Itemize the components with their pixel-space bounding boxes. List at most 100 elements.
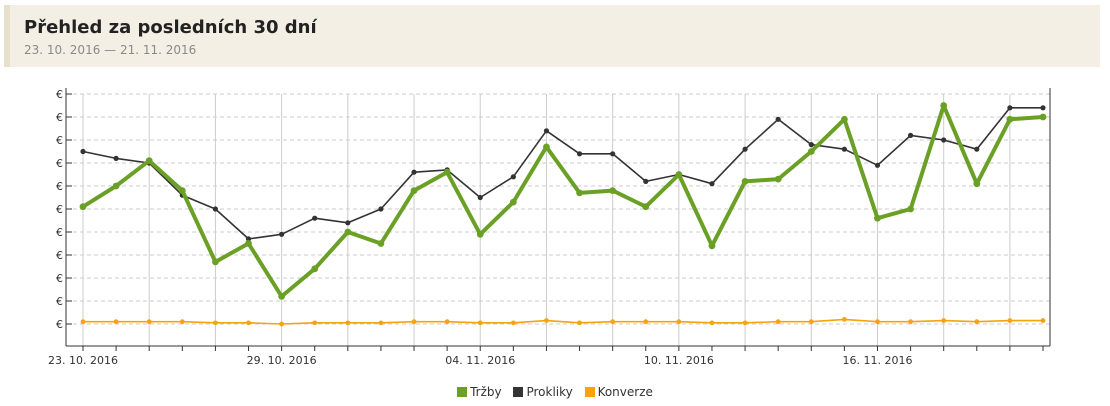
data-point[interactable]: [378, 320, 384, 326]
data-point[interactable]: [875, 319, 880, 325]
data-point[interactable]: [643, 319, 649, 325]
data-point[interactable]: [345, 220, 351, 226]
data-point[interactable]: [1007, 105, 1013, 111]
data-point[interactable]: [311, 265, 319, 273]
data-point[interactable]: [411, 169, 417, 175]
x-tick-label: 29. 10. 2016: [247, 354, 317, 367]
data-point[interactable]: [544, 318, 549, 323]
data-point[interactable]: [113, 155, 119, 161]
data-point[interactable]: [775, 116, 781, 122]
series: [79, 102, 1047, 327]
data-point[interactable]: [543, 128, 550, 134]
data-point[interactable]: [510, 320, 516, 326]
data-point[interactable]: [213, 320, 218, 326]
data-point[interactable]: [377, 240, 385, 247]
data-point[interactable]: [841, 146, 847, 152]
data-point[interactable]: [874, 162, 881, 168]
data-point[interactable]: [741, 178, 749, 185]
data-point[interactable]: [1007, 318, 1013, 323]
data-point[interactable]: [808, 142, 814, 148]
data-point[interactable]: [610, 151, 616, 157]
data-point[interactable]: [476, 230, 484, 238]
data-point[interactable]: [543, 143, 550, 151]
data-point[interactable]: [411, 319, 417, 325]
data-point[interactable]: [510, 174, 516, 180]
axes: € € € € € € € € € € €23. 10. 2016 29. 10. 2016 04. 1…: [48, 88, 1051, 367]
data-point[interactable]: [80, 319, 86, 325]
data-point[interactable]: [973, 180, 981, 188]
data-point[interactable]: [146, 319, 152, 325]
data-point[interactable]: [1040, 105, 1046, 111]
data-point[interactable]: [245, 240, 252, 247]
data-point[interactable]: [974, 319, 980, 325]
data-point[interactable]: [279, 321, 285, 327]
legend-item-trzby[interactable]: Tržby: [457, 385, 502, 399]
data-point[interactable]: [443, 168, 451, 176]
data-point[interactable]: [974, 146, 980, 152]
data-point[interactable]: [643, 178, 649, 184]
data-point[interactable]: [742, 320, 748, 326]
series-prokliky: [80, 105, 1046, 242]
data-point[interactable]: [410, 187, 418, 194]
data-point[interactable]: [178, 187, 186, 194]
data-point[interactable]: [642, 203, 650, 211]
data-point[interactable]: [941, 318, 947, 323]
legend-swatch-trzby: [457, 387, 468, 397]
data-point[interactable]: [312, 215, 318, 221]
data-point[interactable]: [808, 319, 814, 325]
data-point[interactable]: [344, 228, 352, 236]
data-point[interactable]: [807, 148, 815, 155]
y-tick-label: €: [56, 295, 63, 308]
data-point[interactable]: [907, 132, 914, 138]
data-point[interactable]: [1040, 318, 1046, 323]
data-point[interactable]: [576, 189, 583, 197]
data-point[interactable]: [145, 157, 153, 165]
data-point[interactable]: [246, 320, 251, 326]
data-point[interactable]: [709, 181, 715, 187]
data-point[interactable]: [245, 236, 252, 242]
data-point[interactable]: [477, 194, 483, 201]
data-point[interactable]: [80, 148, 86, 155]
data-point[interactable]: [675, 171, 683, 178]
y-tick-label: €: [56, 88, 63, 101]
data-point[interactable]: [840, 115, 848, 123]
y-tick-label: €: [56, 249, 63, 262]
data-point[interactable]: [212, 206, 219, 212]
data-point[interactable]: [610, 319, 616, 325]
y-tick-label: €: [56, 180, 63, 193]
data-point[interactable]: [444, 319, 450, 325]
data-point[interactable]: [742, 146, 748, 152]
data-point[interactable]: [940, 102, 948, 109]
legend-item-prokliky[interactable]: Prokliky: [513, 385, 573, 399]
data-point[interactable]: [477, 320, 483, 326]
data-point[interactable]: [874, 214, 881, 222]
data-point[interactable]: [941, 137, 947, 143]
data-point[interactable]: [179, 319, 185, 325]
legend-label-prokliky: Prokliky: [526, 385, 573, 399]
data-point[interactable]: [1006, 115, 1014, 123]
data-point[interactable]: [279, 231, 285, 237]
data-point[interactable]: [577, 320, 582, 326]
data-point[interactable]: [278, 293, 286, 300]
data-point[interactable]: [609, 187, 617, 194]
data-point[interactable]: [1039, 113, 1047, 121]
legend-item-konverze[interactable]: Konverze: [584, 385, 653, 399]
data-point[interactable]: [378, 206, 384, 212]
data-point[interactable]: [509, 198, 517, 206]
data-point[interactable]: [907, 205, 914, 213]
data-point[interactable]: [212, 258, 219, 266]
x-tick-label: 04. 11. 2016: [445, 354, 515, 367]
data-point[interactable]: [113, 319, 119, 325]
data-point[interactable]: [576, 151, 583, 157]
data-point[interactable]: [312, 320, 318, 326]
data-point[interactable]: [841, 317, 847, 322]
data-point[interactable]: [79, 203, 87, 211]
data-point[interactable]: [345, 320, 351, 326]
data-point[interactable]: [709, 320, 715, 326]
data-point[interactable]: [775, 319, 781, 325]
data-point[interactable]: [676, 319, 682, 325]
data-point[interactable]: [774, 175, 782, 183]
data-point[interactable]: [908, 319, 913, 325]
data-point[interactable]: [708, 242, 716, 250]
data-point[interactable]: [112, 182, 120, 190]
